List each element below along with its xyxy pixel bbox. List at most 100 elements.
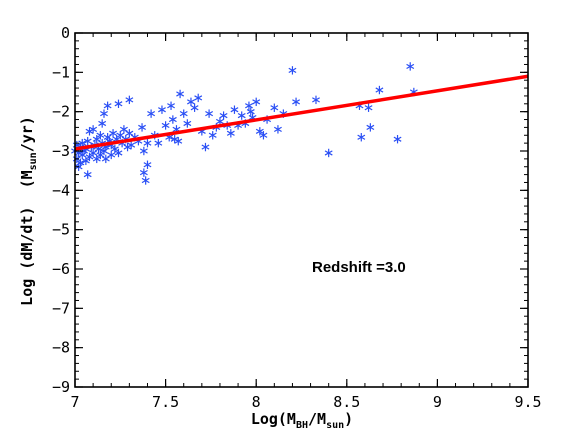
data-point-87 (244, 101, 253, 110)
data-point-90 (252, 97, 261, 107)
data-point-46 (125, 95, 134, 105)
x-tick-label-4: 9 (433, 393, 442, 411)
data-point-105 (375, 85, 384, 95)
data-point-77 (208, 131, 217, 140)
x-axis-title-mid: /M (308, 410, 326, 428)
y-tick-label-8: −8 (52, 339, 70, 357)
data-point-106 (393, 135, 402, 144)
data-point-60 (158, 105, 166, 114)
y-axis-title-post: /yr) (18, 116, 36, 152)
data-point-100 (324, 148, 333, 158)
y-tick-label-0: 0 (61, 24, 70, 42)
data-point-73 (194, 93, 203, 103)
axis-ticks: 7 7.5 8 8.5 9 9.5 0 −1 −2 −3 −4 −5 −6 −7 −8 −9 (52, 24, 542, 411)
x-axis-title-pre: Log(M (251, 410, 296, 428)
x-axis-title: Log(MBH/Msun) (251, 410, 353, 431)
data-point-95 (273, 125, 282, 134)
data-point-53 (139, 168, 148, 177)
data-point-68 (176, 89, 185, 99)
data-point-21 (92, 135, 101, 144)
data-point-80 (219, 111, 228, 120)
data-point-97 (288, 66, 297, 75)
data-point-43 (119, 125, 128, 134)
data-point-17 (89, 148, 98, 158)
data-point-39 (114, 99, 123, 108)
y-axis-title-pre: Log (dM/dt) (M (18, 170, 36, 305)
data-point-14 (85, 152, 94, 162)
y-tick-label-6: −6 (52, 260, 70, 278)
data-point-76 (205, 109, 214, 118)
data-point-98 (292, 97, 301, 107)
data-point-10 (81, 156, 90, 166)
data-point-85 (237, 111, 246, 120)
data-point-83 (230, 105, 239, 114)
data-point-99 (312, 95, 320, 105)
data-point-52 (139, 146, 148, 156)
data-point-40 (114, 148, 123, 158)
data-point-71 (187, 97, 195, 107)
data-point-37 (110, 144, 119, 154)
data-point-103 (364, 103, 373, 112)
data-point-41 (116, 131, 125, 140)
x-axis-title-sub-sun: sun (326, 420, 344, 431)
redshift-annotation: Redshift =3.0 (312, 259, 406, 276)
data-point-64 (168, 115, 177, 124)
y-tick-label-5: −5 (52, 221, 70, 239)
x-tick-label-0: 7 (70, 393, 79, 411)
data-point-88 (246, 107, 255, 116)
data-point-94 (270, 103, 279, 112)
data-point-61 (161, 121, 170, 130)
y-axis-title: Log (dM/dt) (Msun/yr) (18, 116, 39, 306)
data-point-91 (255, 127, 264, 136)
data-point-20 (92, 154, 101, 164)
x-tick-label-5: 9.5 (514, 393, 541, 411)
data-point-69 (179, 109, 188, 118)
y-tick-label-3: −3 (52, 142, 70, 160)
data-point-75 (201, 142, 210, 152)
y-tick-label-4: −4 (52, 181, 70, 199)
x-axis-title-sub-bh: BH (296, 420, 308, 431)
data-point-107 (406, 62, 415, 71)
x-tick-label-2: 8 (252, 393, 261, 411)
y-tick-label-1: −1 (52, 63, 70, 81)
data-point-6 (76, 158, 85, 167)
data-point-63 (167, 101, 175, 110)
y-tick-label-7: −7 (52, 299, 70, 317)
x-axis-title-post: ) (344, 410, 353, 428)
data-point-25 (98, 119, 107, 128)
data-point-18 (89, 125, 98, 134)
data-point-92 (259, 131, 268, 140)
y-tick-label-2: −2 (52, 103, 70, 121)
data-point-102 (357, 133, 366, 142)
data-point-36 (109, 129, 118, 138)
fit-line (74, 74, 529, 151)
data-point-67 (174, 136, 183, 146)
data-point-59 (154, 138, 163, 148)
data-point-51 (138, 123, 146, 132)
data-point-8 (78, 138, 87, 148)
y-tick-label-9: −9 (52, 378, 70, 396)
plot-frame (74, 32, 529, 388)
data-point-30 (101, 154, 110, 164)
data-point-82 (226, 129, 235, 138)
y-axis-title-sub: sun (28, 152, 39, 170)
data-point-34 (107, 150, 116, 160)
data-point-47 (125, 129, 134, 138)
data-point-48 (127, 140, 136, 150)
data-point-23 (96, 131, 105, 140)
data-point-56 (143, 138, 152, 148)
data-point-72 (190, 103, 199, 112)
data-point-55 (143, 160, 152, 169)
data-point-13 (83, 136, 92, 146)
data-point-70 (183, 119, 192, 128)
data-point-31 (103, 101, 112, 110)
data-point-57 (147, 109, 156, 118)
data-point-12 (83, 170, 92, 179)
data-point-24 (96, 150, 105, 160)
x-tick-label-1: 7.5 (152, 393, 179, 411)
data-point-54 (141, 176, 150, 185)
data-point-104 (366, 123, 375, 132)
x-tick-label-3: 8.5 (333, 393, 360, 411)
data-point-27 (100, 109, 108, 118)
